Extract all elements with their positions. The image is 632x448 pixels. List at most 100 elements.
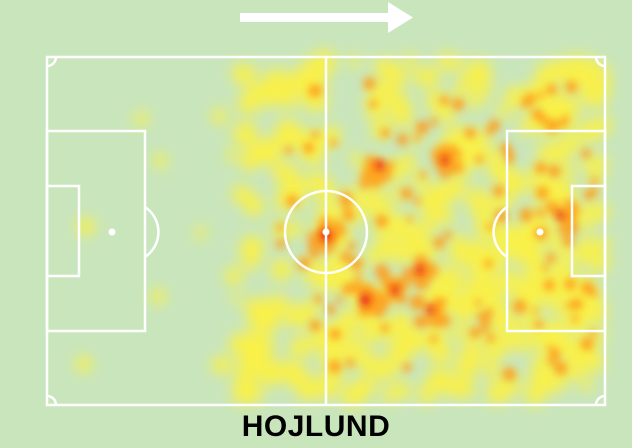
heat-blob [331, 224, 340, 233]
heat-blob [535, 186, 549, 200]
heat-blob [328, 360, 342, 374]
heat-blob [402, 363, 412, 373]
heat-blob [342, 209, 355, 222]
heat-blob [590, 176, 598, 185]
heat-blob [580, 378, 593, 391]
heat-blob [547, 222, 561, 235]
heat-blob [547, 345, 554, 352]
heat-blob [403, 53, 417, 68]
heat-blob [430, 298, 444, 312]
heat-blob [275, 238, 286, 249]
heat-blob [232, 185, 250, 203]
heat-blob [249, 142, 268, 161]
heat-blob [486, 382, 509, 405]
heat-blob [535, 208, 542, 215]
heat-blob [134, 112, 149, 126]
heat-blob [232, 382, 255, 405]
heat-blob [492, 185, 505, 197]
heat-blob [587, 88, 608, 109]
heat-blob [525, 262, 548, 285]
heat-blob [259, 364, 281, 386]
corner-arc-top-right [594, 56, 606, 68]
heat-blob [391, 244, 412, 265]
heat-blob [534, 162, 547, 174]
heat-blob [495, 223, 516, 243]
heat-blob [358, 190, 373, 205]
heat-blob [340, 251, 352, 263]
heat-blob [382, 79, 399, 95]
heat-blob [492, 322, 505, 335]
heat-blob [469, 327, 481, 339]
heat-blob [455, 353, 480, 377]
heat-blob [413, 197, 421, 205]
heat-blob [395, 292, 407, 304]
heat-blob [502, 367, 517, 381]
heat-blob [360, 326, 379, 345]
heat-blob [440, 155, 450, 165]
heat-blob [402, 267, 413, 278]
heat-blob [369, 99, 378, 109]
heat-blob [518, 120, 534, 135]
heat-blob [489, 294, 502, 308]
heat-blob [358, 305, 370, 317]
heat-blob [451, 98, 465, 111]
heat-blob [340, 339, 364, 363]
heat-blob [284, 146, 293, 155]
heat-blob [276, 223, 285, 232]
heat-blob [314, 59, 328, 72]
heat-blob [296, 378, 320, 401]
heat-blob [309, 319, 321, 332]
heat-blob [254, 336, 275, 356]
heat-blob [565, 97, 581, 114]
heat-blob [284, 360, 302, 377]
heat-blob [546, 253, 556, 263]
heat-blob [556, 162, 574, 179]
heat-blob [450, 270, 464, 283]
heat-blob [350, 257, 363, 271]
heat-blob [550, 257, 574, 281]
heat-blob [535, 351, 553, 369]
heat-blob [571, 314, 579, 323]
heat-blob [536, 143, 558, 164]
heat-blob [212, 356, 230, 374]
heat-blob [473, 74, 492, 92]
heat-blob [421, 315, 432, 326]
heat-blob [429, 335, 438, 343]
heat-blob [433, 237, 445, 249]
heat-blob [487, 147, 505, 165]
heat-blob [311, 130, 319, 139]
heat-blob [552, 58, 573, 80]
heat-blob [356, 282, 370, 296]
heat-blob [509, 332, 523, 346]
heat-blob [340, 197, 353, 209]
heat-blob [212, 108, 227, 124]
heatmap-density [75, 50, 612, 408]
pitch-markings [45, 55, 607, 407]
heat-blob [580, 337, 594, 351]
right-penalty-arc [492, 205, 508, 259]
heat-blob [380, 128, 391, 138]
heat-blob [578, 216, 593, 231]
heat-blob [526, 332, 539, 346]
right-arrow-icon [240, 2, 413, 33]
heat-blob [419, 218, 437, 235]
heat-blob [150, 289, 166, 304]
heat-blob [297, 256, 311, 270]
heat-blob [545, 118, 560, 133]
heat-blob [466, 187, 487, 208]
heat-blob [565, 80, 578, 93]
heat-blob [271, 259, 293, 281]
heat-blob [483, 357, 498, 372]
heat-blob [543, 279, 555, 291]
heat-blob [429, 314, 444, 328]
heat-blob [415, 120, 429, 134]
heat-blob [396, 133, 409, 146]
heat-blob [550, 201, 561, 211]
heat-blob [494, 164, 517, 187]
heat-blob [363, 77, 376, 90]
left-penalty-spot [108, 228, 116, 236]
heat-blob [466, 251, 489, 273]
heat-blob [413, 134, 421, 142]
heat-blob [494, 209, 509, 223]
right-goal-box [570, 184, 607, 278]
